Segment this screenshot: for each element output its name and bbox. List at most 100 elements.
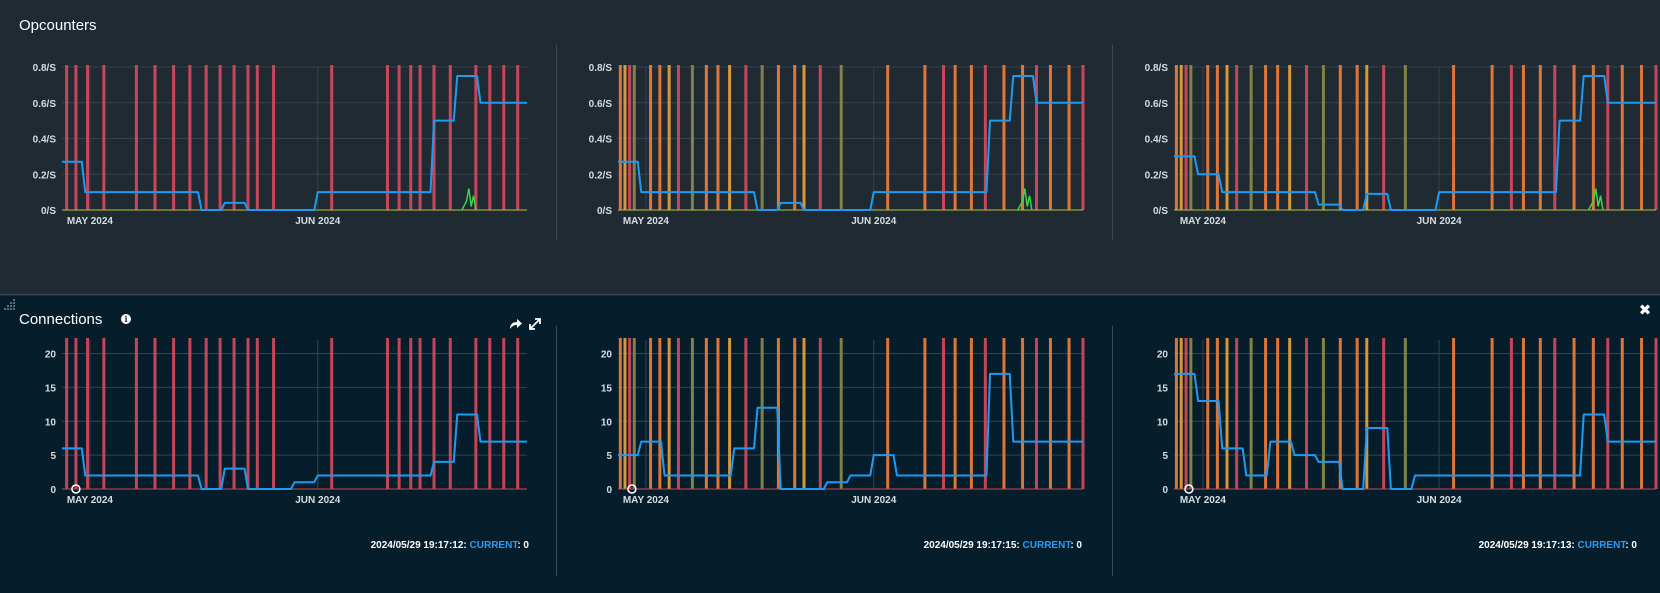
connections-chart-1[interactable]: 20 15 10 5 0 MAY 2024 JUN 2024 bbox=[0, 336, 556, 521]
event-marker bbox=[232, 338, 236, 489]
event-marker bbox=[618, 65, 622, 210]
chart-status: 2024/05/29 19:17:15: CURRENT: 0 bbox=[924, 540, 1082, 551]
event-marker bbox=[704, 65, 708, 210]
event-marker bbox=[1365, 65, 1369, 210]
event-marker bbox=[272, 338, 276, 489]
event-marker bbox=[1048, 338, 1052, 489]
event-marker bbox=[1538, 65, 1542, 210]
event-marker bbox=[658, 65, 662, 210]
event-marker bbox=[623, 338, 627, 489]
event-marker bbox=[1174, 338, 1178, 489]
status-timestamp: 2024/05/29 19:17:12: bbox=[370, 540, 467, 551]
opcounters-chart-2[interactable]: 0.8/S 0.6/S 0.4/S 0.2/S 0/S MAY 2024 JUN 2024 bbox=[556, 55, 1112, 245]
event-marker bbox=[1572, 65, 1576, 210]
event-marker bbox=[1305, 65, 1309, 210]
info-icon[interactable]: i bbox=[121, 314, 131, 324]
resize-handle-icon[interactable] bbox=[2, 298, 16, 312]
event-marker bbox=[418, 65, 422, 210]
event-marker bbox=[1215, 65, 1219, 210]
event-marker bbox=[1403, 65, 1407, 210]
connections-chart-2[interactable]: 20 15 10 5 0 MAY 2024 JUN 2024 bbox=[556, 336, 1112, 521]
event-marker bbox=[667, 65, 671, 210]
event-marker bbox=[728, 65, 732, 210]
x-tick-label: JUN 2024 bbox=[851, 495, 896, 506]
event-marker bbox=[886, 65, 890, 210]
event-marker bbox=[658, 338, 662, 489]
event-marker bbox=[1654, 65, 1658, 210]
y-tick-label: 0.8/S bbox=[1145, 63, 1169, 74]
event-marker bbox=[953, 338, 957, 489]
expand-icon[interactable] bbox=[527, 316, 543, 332]
event-marker bbox=[1365, 338, 1369, 489]
status-value: : 0 bbox=[1625, 540, 1637, 551]
status-timestamp: 2024/05/29 19:17:15: bbox=[923, 540, 1020, 551]
event-marker bbox=[1509, 338, 1513, 489]
chart-toolbar bbox=[507, 316, 547, 332]
event-marker bbox=[488, 338, 492, 489]
event-marker bbox=[65, 338, 69, 489]
event-marker bbox=[1509, 65, 1513, 210]
event-marker bbox=[716, 65, 720, 210]
event-marker bbox=[628, 65, 632, 210]
y-tick-label: 0 bbox=[50, 485, 56, 496]
event-marker bbox=[448, 338, 452, 489]
series-line bbox=[1174, 372, 1656, 490]
event-marker bbox=[516, 65, 520, 210]
opcounters-chart-1[interactable]: 0.8/S 0.6/S 0.4/S 0.2/S 0/S MAY 2024 JUN 2024 bbox=[0, 55, 556, 245]
event-marker bbox=[1264, 338, 1268, 489]
y-tick-label: 0/S bbox=[1153, 206, 1168, 217]
share-icon[interactable] bbox=[507, 316, 523, 332]
event-marker bbox=[102, 65, 106, 210]
event-marker bbox=[760, 338, 764, 489]
event-marker bbox=[1538, 338, 1542, 489]
event-marker bbox=[386, 338, 389, 489]
hover-marker bbox=[627, 484, 637, 494]
event-marker bbox=[272, 65, 276, 210]
event-marker bbox=[397, 65, 401, 210]
event-marker bbox=[1264, 65, 1268, 210]
hover-marker bbox=[1184, 484, 1194, 494]
connections-chart-3[interactable]: 20 15 10 5 0 MAY 2024 JUN 2024 bbox=[1112, 336, 1660, 521]
event-marker bbox=[1572, 338, 1576, 489]
event-marker bbox=[448, 65, 452, 210]
event-marker bbox=[188, 338, 192, 489]
y-tick-label: 5 bbox=[50, 451, 56, 462]
x-tick-label: MAY 2024 bbox=[1180, 495, 1227, 506]
event-marker bbox=[153, 338, 157, 489]
event-marker bbox=[839, 338, 843, 489]
opcounters-chart-3[interactable]: 0.8/S 0.6/S 0.4/S 0.2/S 0/S MAY 2024 JUN 2024 bbox=[1112, 55, 1660, 245]
event-marker bbox=[409, 338, 413, 489]
event-marker bbox=[65, 65, 69, 210]
y-tick-label: 15 bbox=[45, 383, 57, 394]
event-marker bbox=[1002, 65, 1006, 210]
event-marker bbox=[1189, 338, 1193, 489]
event-marker bbox=[134, 65, 138, 210]
event-marker bbox=[474, 65, 478, 210]
event-marker bbox=[232, 65, 236, 210]
y-tick-label: 0.6/S bbox=[33, 99, 57, 110]
event-marker bbox=[409, 65, 413, 210]
event-marker bbox=[1189, 65, 1193, 210]
event-marker bbox=[1235, 338, 1239, 489]
event-marker bbox=[1276, 338, 1280, 489]
x-tick-label: MAY 2024 bbox=[623, 216, 670, 227]
close-icon[interactable]: ✖ bbox=[1638, 302, 1652, 319]
y-tick-label: 0.4/S bbox=[33, 135, 57, 146]
y-tick-label: 0/S bbox=[41, 206, 56, 217]
event-marker bbox=[218, 338, 222, 489]
panel-title: Opcounters bbox=[19, 17, 97, 34]
y-tick-label: 0 bbox=[1162, 485, 1168, 496]
event-marker bbox=[218, 65, 222, 210]
event-marker bbox=[839, 65, 843, 210]
y-tick-label: 15 bbox=[1157, 383, 1169, 394]
y-tick-label: 0.6/S bbox=[589, 99, 613, 110]
event-marker bbox=[776, 65, 780, 210]
event-marker bbox=[942, 338, 945, 489]
status-timestamp: 2024/05/29 19:17:13: bbox=[1478, 540, 1575, 551]
series-line bbox=[1174, 74, 1656, 211]
y-tick-label: 0.2/S bbox=[33, 170, 57, 181]
event-marker bbox=[502, 338, 506, 489]
event-marker bbox=[1452, 65, 1456, 210]
y-tick-label: 0.6/S bbox=[1145, 99, 1169, 110]
event-marker bbox=[204, 338, 208, 489]
